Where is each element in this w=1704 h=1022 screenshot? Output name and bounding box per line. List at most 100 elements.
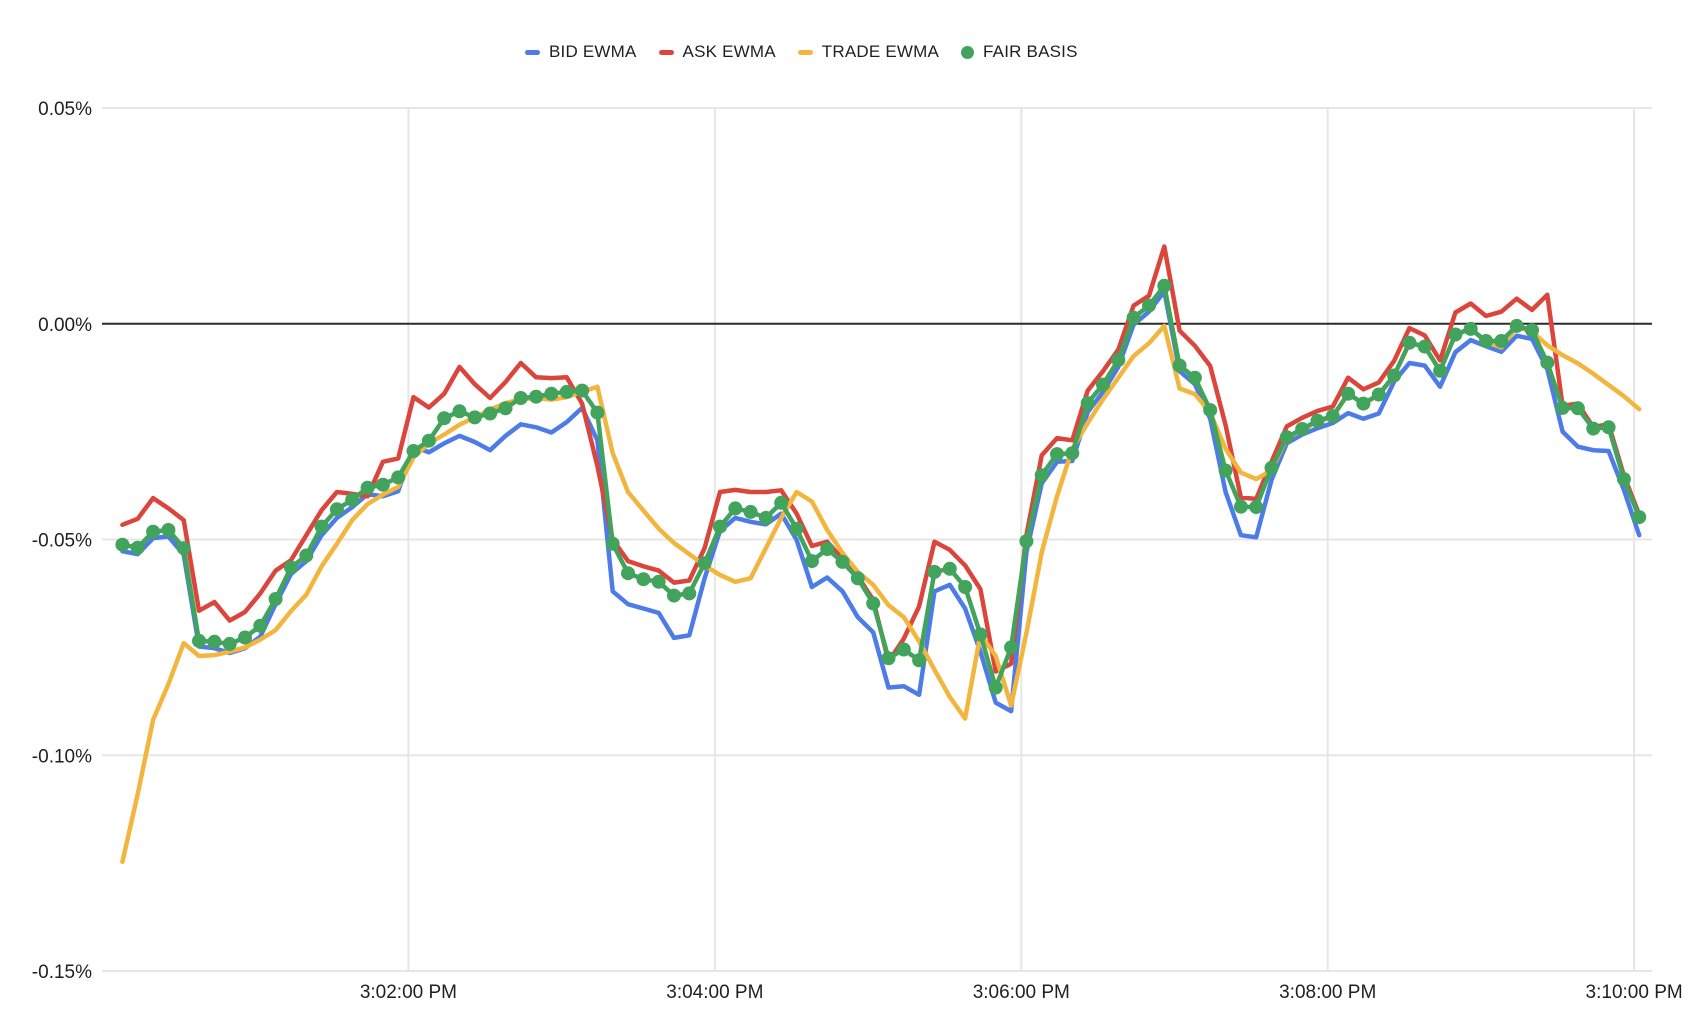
fair-basis-point[interactable] <box>406 444 421 458</box>
fair-basis-point[interactable] <box>682 586 697 601</box>
fair-basis-point[interactable] <box>1080 396 1095 411</box>
fair-basis-point[interactable] <box>391 470 406 485</box>
fair-basis-point[interactable] <box>881 651 896 666</box>
fair-basis-point[interactable] <box>1279 430 1294 445</box>
fair-basis-point[interactable] <box>130 540 145 555</box>
fair-basis-point[interactable] <box>1387 368 1402 383</box>
fair-basis-point[interactable] <box>743 504 758 519</box>
fair-basis-point[interactable] <box>927 564 942 579</box>
fair-basis-point[interactable] <box>651 574 666 589</box>
fair-basis-point[interactable] <box>1356 396 1371 411</box>
fair-basis-point[interactable] <box>360 480 375 495</box>
fair-basis-point[interactable] <box>559 384 574 399</box>
fair-basis-point[interactable] <box>958 580 973 594</box>
fair-basis-point[interactable] <box>1570 401 1585 416</box>
fair-basis-point[interactable] <box>1555 400 1570 415</box>
fair-basis-point[interactable] <box>498 401 513 416</box>
fair-basis-point[interactable] <box>529 389 544 404</box>
fair-basis-point[interactable] <box>1525 323 1539 338</box>
fair-basis-point[interactable] <box>942 561 957 576</box>
fair-basis-point[interactable] <box>1417 339 1432 354</box>
fair-basis-point[interactable] <box>437 411 452 426</box>
fair-basis-point[interactable] <box>1341 386 1356 401</box>
fair-basis-point[interactable] <box>1494 334 1509 348</box>
fair-basis-point[interactable] <box>804 554 819 569</box>
fair-basis-point[interactable] <box>1050 447 1064 462</box>
fair-basis-point[interactable] <box>1264 460 1279 475</box>
fair-basis-point[interactable] <box>866 596 881 611</box>
fair-basis-point[interactable] <box>421 433 436 448</box>
fair-basis-point[interactable] <box>1616 472 1631 487</box>
fair-basis-point[interactable] <box>299 548 314 563</box>
fair-basis-point[interactable] <box>176 541 191 556</box>
fair-basis-point[interactable] <box>329 502 344 517</box>
fair-basis-point[interactable] <box>1187 370 1202 385</box>
fair-basis-point[interactable] <box>988 680 1003 695</box>
fair-basis-point[interactable] <box>375 477 390 492</box>
fair-basis-point[interactable] <box>238 630 252 645</box>
fair-basis-point[interactable] <box>1310 413 1325 428</box>
fair-basis-point[interactable] <box>146 524 161 539</box>
fair-basis-point[interactable] <box>1479 334 1493 348</box>
fair-basis-point[interactable] <box>268 592 283 606</box>
ask-ewma-line[interactable] <box>120 244 1642 674</box>
fair-basis-point[interactable] <box>1325 409 1340 424</box>
fair-basis-point[interactable] <box>192 633 206 648</box>
fair-basis-point[interactable] <box>667 588 681 603</box>
fair-basis-point[interactable] <box>1034 468 1049 483</box>
fair-basis-point[interactable] <box>1111 353 1126 367</box>
fair-basis-line[interactable] <box>120 283 1642 690</box>
bid-ewma-line[interactable] <box>120 289 1642 714</box>
fair-basis-point[interactable] <box>973 627 988 642</box>
fair-basis-point[interactable] <box>284 560 298 575</box>
fair-basis-point[interactable] <box>1433 363 1448 378</box>
fair-basis-point[interactable] <box>1295 422 1310 436</box>
fair-basis-point[interactable] <box>789 521 804 536</box>
fair-basis-point[interactable] <box>1172 358 1187 373</box>
fair-basis-point[interactable] <box>774 495 789 510</box>
fair-basis-point[interactable] <box>1632 510 1647 525</box>
fair-basis-point[interactable] <box>912 653 927 668</box>
fair-basis-point[interactable] <box>222 636 237 651</box>
fair-basis-point[interactable] <box>483 406 498 421</box>
fair-basis-point[interactable] <box>1463 321 1478 336</box>
fair-basis-point[interactable] <box>621 566 635 581</box>
fair-basis-point[interactable] <box>575 383 590 398</box>
fair-basis-point[interactable] <box>896 642 911 657</box>
fair-basis-point[interactable] <box>728 501 743 516</box>
fair-basis-point[interactable] <box>1126 310 1141 325</box>
fair-basis-point[interactable] <box>161 523 176 537</box>
fair-basis-point[interactable] <box>590 405 605 420</box>
fair-basis-point[interactable] <box>636 572 651 587</box>
fair-basis-point[interactable] <box>1540 355 1555 370</box>
fair-basis-point[interactable] <box>850 571 865 586</box>
fair-basis-point[interactable] <box>713 519 727 534</box>
fair-basis-point[interactable] <box>1448 327 1463 342</box>
fair-basis-point[interactable] <box>1601 420 1616 435</box>
fair-basis-point[interactable] <box>1586 421 1601 436</box>
fair-basis-point[interactable] <box>1142 298 1156 313</box>
fair-basis-point[interactable] <box>820 542 835 556</box>
fair-basis-point[interactable] <box>835 554 850 569</box>
fair-basis-point[interactable] <box>207 634 222 649</box>
fair-basis-point[interactable] <box>1065 446 1080 461</box>
trade-ewma-line[interactable] <box>120 323 1642 865</box>
fair-basis-point[interactable] <box>1096 377 1110 392</box>
fair-basis-point[interactable] <box>513 391 528 405</box>
fair-basis-point[interactable] <box>452 404 467 419</box>
fair-basis-point[interactable] <box>1004 640 1019 655</box>
fair-basis-point[interactable] <box>697 556 712 571</box>
fair-basis-point[interactable] <box>467 410 482 425</box>
fair-basis-point[interactable] <box>1509 318 1524 333</box>
fair-basis-point[interactable] <box>1019 534 1034 549</box>
fair-basis-point[interactable] <box>544 386 559 401</box>
fair-basis-point[interactable] <box>758 510 773 525</box>
fair-basis-point[interactable] <box>253 618 268 633</box>
fair-basis-point[interactable] <box>1233 499 1248 514</box>
fair-basis-point[interactable] <box>1402 335 1417 350</box>
fair-basis-point[interactable] <box>1371 387 1386 402</box>
fair-basis-point[interactable] <box>345 492 360 507</box>
fair-basis-point[interactable] <box>314 519 329 534</box>
fair-basis-point[interactable] <box>1249 500 1264 515</box>
